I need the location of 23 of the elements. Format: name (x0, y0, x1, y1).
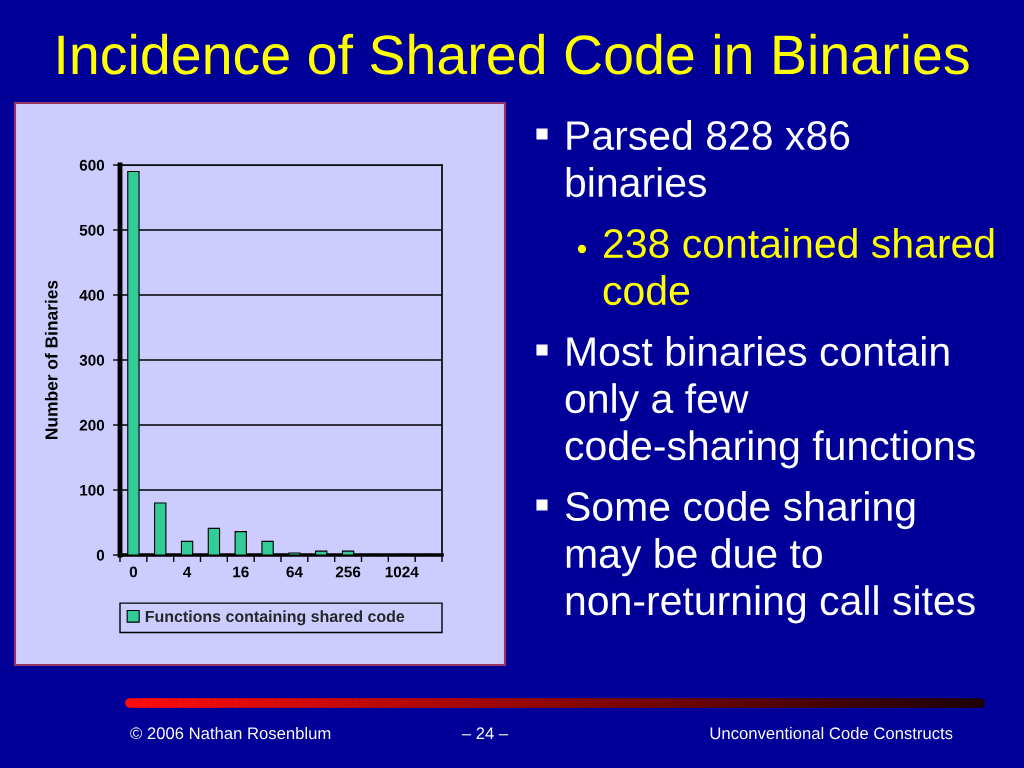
text: – 24 – (461, 727, 509, 739)
text: 238 contained shared code (603, 228, 994, 306)
x-tick-label: 0 (129, 566, 138, 578)
text: Some code sharing may be due to non-returning call sites (565, 491, 975, 624)
text: Unconventional Code Constructs (710, 726, 953, 740)
text: Most binaries contain only a few code-sharing functions (565, 336, 975, 469)
text: © 2006 Nathan Rosenblum (130, 726, 331, 740)
y-tick-label: 400 (79, 289, 105, 301)
x-tick-label: 1024 (385, 566, 419, 578)
x-tick-label: 256 (335, 566, 361, 578)
chart-title: Incidence of Shared Code in Binaries (58, 33, 969, 75)
y-tick-label: 200 (79, 419, 105, 431)
x-tick-label: 64 (286, 566, 303, 578)
legend-label: Functions containing shared code (145, 610, 405, 626)
y-tick-label: 0 (96, 549, 105, 561)
y-axis-title: Number of Binaries (44, 280, 58, 439)
text: Parsed 828 x86 binaries (566, 120, 850, 198)
x-tick-label: 4 (183, 566, 192, 578)
y-tick-label: 600 (79, 159, 105, 171)
y-tick-label: 500 (79, 224, 105, 236)
y-tick-label: 100 (80, 484, 105, 496)
y-tick-label: 300 (79, 354, 105, 366)
x-tick-label: 16 (233, 566, 249, 578)
